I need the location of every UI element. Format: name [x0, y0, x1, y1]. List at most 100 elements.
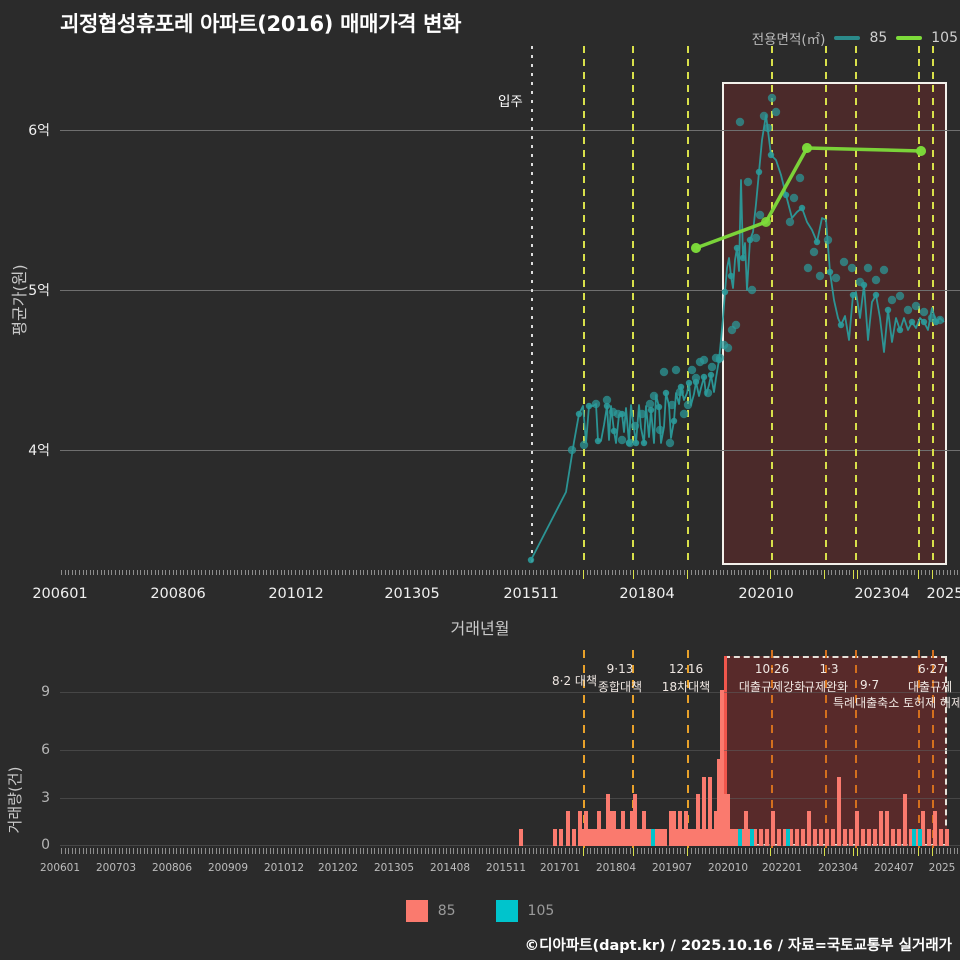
- axis-tick: [511, 848, 512, 854]
- axis-tick: [683, 848, 685, 854]
- axis-tick: [359, 570, 361, 575]
- axis-tick: [453, 848, 455, 854]
- axis-tick: [457, 570, 458, 575]
- axis-tick: [305, 570, 307, 575]
- axis-tick: [763, 570, 764, 575]
- axis-tick: [928, 848, 930, 854]
- axis-tick: [615, 570, 617, 575]
- axis-tick: [550, 570, 552, 575]
- axis-tick: [421, 570, 422, 575]
- volume-bar-85: [690, 828, 694, 846]
- axis-tick: [629, 570, 631, 575]
- axis-tick: [161, 848, 163, 854]
- axis-tick: [374, 570, 376, 575]
- axis-tick: [449, 848, 451, 854]
- axis-tick: [705, 570, 707, 575]
- axis-tick: [86, 848, 88, 854]
- axis-tick: [143, 570, 145, 575]
- axis-tick: [302, 848, 304, 854]
- volume-bar-85: [783, 828, 787, 846]
- axis-tick: [795, 848, 797, 854]
- axis-tick: [68, 570, 70, 575]
- axis-tick: [701, 570, 703, 575]
- axis-tick: [881, 848, 883, 854]
- axis-tick: [950, 570, 952, 575]
- axis-tick: [640, 848, 642, 854]
- axis-tick: [511, 570, 512, 575]
- axis-tick: [554, 570, 556, 575]
- volume-bar-85: [606, 794, 610, 846]
- volume-bar-85: [795, 828, 799, 846]
- axis-tick: [431, 570, 433, 575]
- axis-tick: [691, 570, 692, 575]
- volume-bar-85: [753, 828, 757, 846]
- volume-bar-85: [584, 811, 588, 846]
- volume-bar-85: [612, 811, 616, 846]
- axis-tick: [395, 570, 397, 575]
- axis-tick: [669, 848, 671, 854]
- axis-tick: [349, 848, 350, 854]
- volume-bar-85: [672, 811, 676, 846]
- axis-tick: [532, 848, 534, 854]
- volume-bar-85: [696, 794, 700, 846]
- volume-bar-85: [594, 828, 598, 846]
- axis-tick: [255, 570, 257, 575]
- axis-tick: [406, 570, 408, 575]
- axis-tick: [557, 570, 559, 575]
- axis-tick: [813, 570, 815, 575]
- axis-tick: [251, 848, 253, 854]
- volume-bar-85: [581, 828, 585, 846]
- axis-tick: [622, 570, 624, 575]
- axis-tick: [669, 570, 671, 575]
- axis-tick: [921, 848, 923, 854]
- axis-tick: [467, 848, 469, 854]
- axis-tick: [543, 570, 545, 575]
- axis-tick: [136, 848, 138, 854]
- axis-tick: [75, 848, 77, 854]
- axis-tick: [475, 848, 476, 854]
- axis-tick: [158, 570, 160, 575]
- axis-tick: [154, 570, 156, 575]
- axis-tick: [615, 848, 617, 854]
- axis-tick: [755, 570, 757, 575]
- axis-tick: [514, 570, 516, 575]
- axis-tick: [889, 570, 890, 575]
- axis-tick: [295, 570, 296, 575]
- axis-tick: [197, 848, 199, 854]
- axis-tick: [370, 570, 372, 575]
- axis-tick: [115, 848, 116, 854]
- axis-tick: [827, 848, 829, 854]
- axis-tick: [172, 570, 174, 575]
- volume-highlight-region: [724, 656, 947, 846]
- axis-tick: [824, 570, 826, 579]
- axis-tick: [133, 848, 134, 854]
- policy-marker-line-volume: [583, 650, 585, 848]
- volume-gridline: [60, 692, 960, 693]
- axis-tick: [464, 570, 466, 575]
- axis-tick: [431, 848, 433, 854]
- price-x-tick-label: 200806: [150, 586, 206, 602]
- axis-tick: [658, 848, 660, 854]
- axis-tick: [586, 570, 588, 575]
- axis-tick: [604, 570, 606, 575]
- axis-tick: [529, 848, 530, 854]
- axis-tick: [716, 570, 718, 575]
- axis-tick: [64, 848, 66, 854]
- axis-tick: [478, 848, 480, 854]
- volume-x-tick-label: 201804: [595, 862, 637, 874]
- axis-tick: [590, 848, 592, 854]
- volume-bar-85: [687, 828, 691, 846]
- volume-x-tick-label: 201305: [373, 862, 415, 874]
- axis-tick: [547, 848, 548, 854]
- axis-tick: [381, 570, 383, 575]
- volume-bar-85: [675, 828, 679, 846]
- axis-tick: [953, 848, 955, 854]
- policy-marker-line: [771, 46, 773, 566]
- axis-tick: [280, 848, 282, 854]
- axis-tick: [377, 570, 379, 575]
- axis-tick: [244, 570, 246, 575]
- volume-x-tick-label: 201012: [263, 862, 305, 874]
- volume-bar-85: [759, 828, 763, 846]
- axis-tick: [788, 570, 790, 575]
